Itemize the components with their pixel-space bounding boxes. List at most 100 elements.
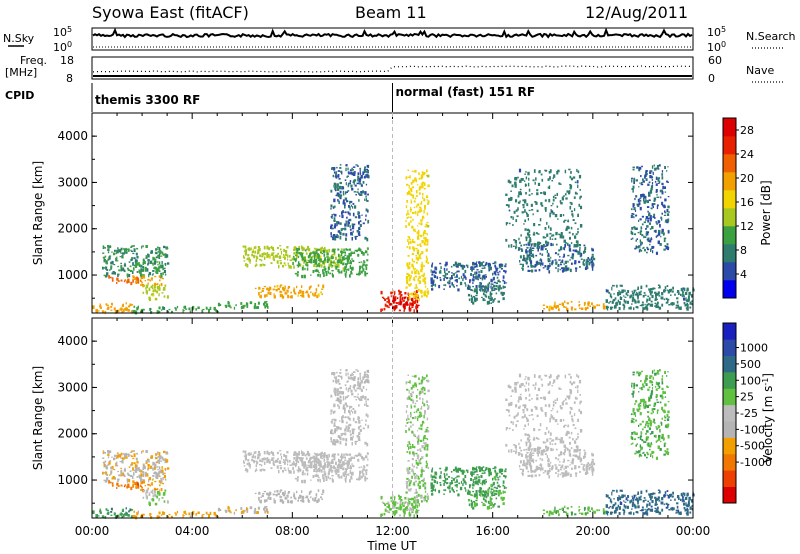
data-cell <box>451 275 453 278</box>
data-cell <box>254 287 257 290</box>
data-cell <box>264 506 266 509</box>
data-cell <box>309 256 312 261</box>
data-cell <box>132 483 135 485</box>
data-cell <box>562 256 565 258</box>
data-cell <box>414 268 416 270</box>
data-cell <box>492 272 494 276</box>
data-cell <box>380 308 383 312</box>
data-cell <box>531 193 533 195</box>
data-cell <box>473 266 476 268</box>
data-cell <box>413 200 416 203</box>
data-cell <box>206 512 208 515</box>
data-cell <box>518 168 522 173</box>
data-cell <box>312 475 315 479</box>
data-cell <box>492 299 495 302</box>
data-cell <box>415 466 418 469</box>
data-cell <box>667 298 670 301</box>
data-cell <box>585 261 588 266</box>
data-cell <box>154 266 157 270</box>
data-cell <box>562 235 565 239</box>
data-cell <box>427 466 430 469</box>
data-cell <box>306 245 309 250</box>
data-cell <box>406 213 409 215</box>
data-cell <box>356 182 360 185</box>
data-cell <box>147 483 150 486</box>
data-cell <box>160 477 163 480</box>
data-cell <box>337 235 339 239</box>
data-cell <box>349 208 351 211</box>
data-cell <box>363 380 366 384</box>
data-cell <box>553 304 556 308</box>
data-cell <box>415 283 417 288</box>
data-cell <box>655 235 658 238</box>
data-cell <box>318 271 320 274</box>
cpid-row: CPID themis 3300 RF normal (fast) 151 RF <box>5 83 535 112</box>
data-cell <box>563 306 566 308</box>
data-cell <box>414 270 417 275</box>
data-cell <box>616 284 618 288</box>
data-cell <box>330 468 332 471</box>
data-cell <box>634 198 636 201</box>
data-cell <box>248 452 250 454</box>
data-cell <box>255 264 258 266</box>
data-cell <box>422 438 425 442</box>
data-cell <box>317 254 320 258</box>
data-cell <box>349 479 351 483</box>
data-cell <box>496 481 499 484</box>
data-cell <box>419 397 421 400</box>
data-cell <box>422 483 425 487</box>
data-cell <box>261 460 264 463</box>
data-cell <box>406 388 409 391</box>
data-cell <box>662 232 665 236</box>
data-cell <box>424 413 426 415</box>
data-cell <box>409 414 412 416</box>
freq-label: Freq. <box>20 54 47 67</box>
data-cell <box>134 464 137 468</box>
data-cell <box>494 466 497 469</box>
data-cell <box>398 301 400 306</box>
data-cell <box>434 271 437 274</box>
data-cell <box>414 177 417 180</box>
data-cell <box>439 278 442 282</box>
data-cell <box>434 266 437 270</box>
data-cell <box>462 469 464 473</box>
data-cell <box>426 444 429 448</box>
data-cell <box>268 491 271 495</box>
data-cell <box>645 218 647 222</box>
data-cell <box>490 295 492 298</box>
data-cell <box>327 475 330 477</box>
data-cell <box>299 252 302 254</box>
data-cell <box>277 252 279 255</box>
data-cell <box>423 198 426 202</box>
data-cell <box>107 513 110 515</box>
data-cell <box>530 255 533 258</box>
data-cell <box>613 285 616 287</box>
data-cell <box>245 254 247 256</box>
data-cell <box>673 302 675 306</box>
data-cell <box>161 306 165 310</box>
data-cell <box>633 216 635 219</box>
data-cell <box>160 482 162 484</box>
data-cell <box>413 465 415 468</box>
data-cell <box>507 204 510 208</box>
data-cell <box>263 252 265 256</box>
data-cell <box>363 260 365 263</box>
data-cell <box>107 450 110 454</box>
data-cell <box>579 247 581 249</box>
data-cell <box>408 184 410 189</box>
data-cell <box>422 172 424 176</box>
data-cell <box>147 487 149 490</box>
data-cell <box>314 498 316 502</box>
data-cell <box>443 288 445 290</box>
data-cell <box>287 463 289 466</box>
data-cell <box>497 286 500 291</box>
data-cell <box>357 397 360 400</box>
data-cell <box>126 275 129 278</box>
data-cell <box>464 269 467 274</box>
data-cell <box>351 477 353 480</box>
data-cell <box>565 306 567 309</box>
data-cell <box>407 169 409 171</box>
data-cell <box>392 505 395 508</box>
data-cell <box>141 308 144 311</box>
data-cell <box>314 261 318 265</box>
